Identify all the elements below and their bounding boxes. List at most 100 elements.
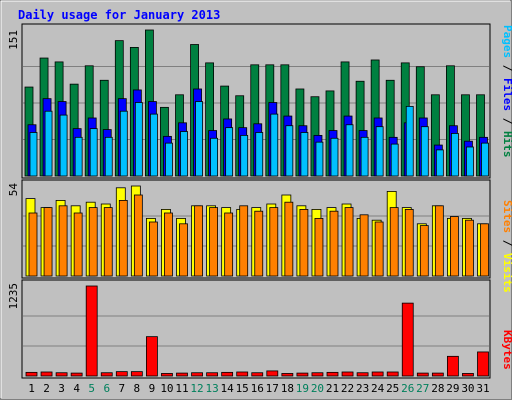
kbytes-bar-day-28 <box>431 372 444 377</box>
sites-bar-day-15 <box>239 205 249 277</box>
kbytes-bar-day-27 <box>416 372 429 377</box>
sites-bar-day-7 <box>118 199 128 277</box>
visits-legend: Sites / Visits <box>501 200 512 293</box>
kbytes-bar-day-23 <box>356 372 369 377</box>
kbytes-bar-day-2 <box>40 371 53 377</box>
legend-slash-1: / <box>501 65 512 78</box>
pages-bar-day-27 <box>420 126 429 177</box>
sites-bar-day-5 <box>88 207 98 277</box>
sites-bar-day-20 <box>314 217 324 277</box>
pages-bar-day-24 <box>375 126 384 177</box>
pages-bar-day-4 <box>74 136 83 177</box>
kbytes-bar-day-12 <box>191 372 203 377</box>
pages-bar-day-29 <box>450 133 459 177</box>
kbytes-bar-day-11 <box>176 372 188 377</box>
sites-bar-day-8 <box>133 194 143 277</box>
day-label-7: 7 <box>118 382 125 395</box>
sites-bar-day-12 <box>194 205 203 277</box>
day-label-29: 29 <box>446 382 459 395</box>
legend-sites: Sites <box>501 200 512 233</box>
day-label-21: 21 <box>326 382 339 395</box>
day-label-20: 20 <box>311 382 324 395</box>
kbytes-bar-day-1 <box>25 371 38 377</box>
kbytes-bar-day-17 <box>266 370 279 377</box>
kbytes-panel: 1235 KBytes <box>7 279 512 379</box>
day-label-12: 12 <box>190 382 203 395</box>
sites-bar-day-17 <box>269 207 279 277</box>
sites-bar-day-16 <box>254 210 264 277</box>
day-label-24: 24 <box>371 382 385 395</box>
legend-visits: Visits <box>501 253 512 293</box>
day-label-22: 22 <box>341 382 354 395</box>
legend-slash-3: / <box>501 240 512 253</box>
sites-bar-day-26 <box>404 208 414 277</box>
sites-bar-day-3 <box>58 205 68 277</box>
sites-bar-day-13 <box>209 207 219 277</box>
day-label-30: 30 <box>461 382 474 395</box>
sites-bar-day-29 <box>449 216 459 277</box>
pages-bar-day-6 <box>104 136 113 177</box>
kbytes-bar-day-24 <box>371 371 384 377</box>
sites-bar-day-9 <box>148 221 158 277</box>
pages-bar-day-13 <box>210 137 219 177</box>
pages-bar-day-26 <box>405 105 414 177</box>
kbytes-bar-day-7 <box>115 371 128 377</box>
visits-bars <box>25 185 489 277</box>
sites-bar-day-2 <box>43 207 53 277</box>
visits-panel: 54 Sites / Visits <box>7 179 512 293</box>
kbytes-bar-day-18 <box>281 373 294 377</box>
pages-bar-day-21 <box>330 137 339 177</box>
day-label-10: 10 <box>160 382 173 395</box>
legend-slash-2: / <box>501 118 512 131</box>
day-label-27: 27 <box>416 382 429 395</box>
pages-bar-day-1 <box>29 132 38 177</box>
sites-bar-day-19 <box>299 208 309 277</box>
day-label-14: 14 <box>221 382 235 395</box>
day-label-8: 8 <box>134 382 141 395</box>
hits-ymax-label: 151 <box>7 30 20 50</box>
kbytes-bar-day-20 <box>311 372 324 377</box>
pages-bar-day-9 <box>149 113 158 177</box>
kbytes-bar-day-31 <box>477 351 489 377</box>
kbytes-ymax-label: 1235 <box>7 283 20 310</box>
sites-bar-day-18 <box>284 201 294 277</box>
sites-bar-day-4 <box>73 212 83 277</box>
pages-bar-day-31 <box>481 142 489 177</box>
sites-bar-day-1 <box>28 212 38 277</box>
sites-bar-day-10 <box>164 212 173 277</box>
kbytes-bar-day-4 <box>70 372 83 377</box>
legend-files: Files <box>501 78 512 111</box>
sites-bar-day-27 <box>419 225 429 277</box>
kbytes-bar-day-21 <box>326 371 339 377</box>
day-label-18: 18 <box>281 382 294 395</box>
visits-ymax-label: 54 <box>7 183 20 197</box>
kbytes-bar-day-15 <box>236 371 249 377</box>
kbytes-bar-day-10 <box>161 373 173 377</box>
day-label-3: 3 <box>58 382 65 395</box>
day-label-1: 1 <box>28 382 35 395</box>
day-label-9: 9 <box>149 382 156 395</box>
sites-bar-day-6 <box>103 207 113 277</box>
kbytes-bar-day-25 <box>386 371 399 377</box>
pages-bar-day-15 <box>240 134 249 177</box>
pages-bar-day-28 <box>435 149 444 177</box>
kbytes-bar-day-9 <box>145 336 158 377</box>
day-label-15: 15 <box>236 382 249 395</box>
pages-bar-day-23 <box>360 136 369 177</box>
day-label-6: 6 <box>103 382 110 395</box>
pages-bar-day-19 <box>300 132 309 177</box>
kbytes-bar-day-8 <box>130 371 143 377</box>
sites-bar-day-28 <box>434 205 444 277</box>
kbytes-bar-day-19 <box>296 372 309 377</box>
sites-bar-day-25 <box>389 207 399 277</box>
legend-pages: Pages <box>501 25 512 58</box>
day-label-11: 11 <box>175 382 188 395</box>
day-labels: 1 2 3 4 5 6 7 8 9 10 11 12 13 14 15 16 17 18 19 20 21 22 23 24 2… <box>28 382 489 395</box>
day-label-26: 26 <box>401 382 414 395</box>
hits-bars <box>24 29 489 177</box>
sites-bar-day-31 <box>480 223 489 277</box>
pages-bar-day-25 <box>390 143 399 177</box>
kbytes-bar-day-26 <box>401 302 414 377</box>
kbytes-bar-day-22 <box>341 371 354 377</box>
